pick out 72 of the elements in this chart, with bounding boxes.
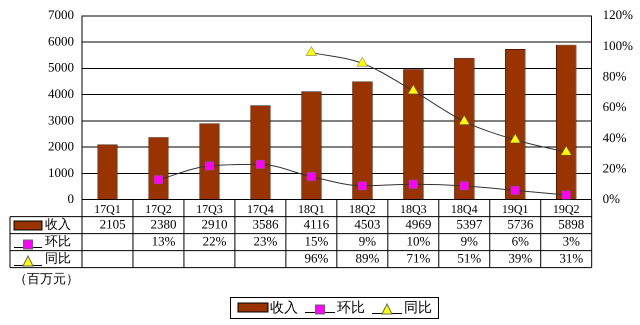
y-tick-label: 2000 bbox=[48, 138, 74, 154]
point bbox=[408, 84, 419, 94]
data-label: 39% bbox=[508, 250, 532, 266]
data-label: 5397 bbox=[456, 216, 483, 232]
text: 环比 bbox=[337, 301, 365, 316]
x-tick-label: 17Q2 bbox=[145, 202, 172, 216]
y-tick-label: 0 bbox=[68, 191, 74, 206]
data-label: 2910 bbox=[202, 216, 228, 232]
data-label: 96% bbox=[304, 250, 329, 266]
point bbox=[306, 46, 317, 56]
y2-tick-label: 0% bbox=[602, 191, 620, 206]
point bbox=[510, 134, 521, 144]
legend-label: 环比 bbox=[45, 234, 71, 249]
point bbox=[306, 172, 316, 182]
data-label: 4116 bbox=[304, 216, 330, 232]
legend-label: 收入 bbox=[45, 216, 71, 232]
data-label: 3% bbox=[562, 234, 580, 249]
data-label: 89% bbox=[355, 250, 380, 266]
y-tick-label: 6000 bbox=[48, 33, 74, 48]
data-label: 5736 bbox=[507, 216, 534, 232]
data-label: 6% bbox=[512, 234, 530, 249]
point bbox=[154, 175, 163, 184]
y2-tick-label: 60% bbox=[602, 99, 627, 114]
y2-tick-label: 120% bbox=[602, 7, 634, 22]
y-tick-label: 4000 bbox=[48, 86, 74, 101]
x-tick-label: 18Q2 bbox=[348, 202, 376, 216]
y2-tick-label: 40% bbox=[602, 130, 627, 145]
y-tick-label: 3000 bbox=[48, 112, 74, 128]
data-label: 71% bbox=[406, 250, 430, 266]
point bbox=[256, 160, 265, 169]
x-tick-label: 17Q4 bbox=[247, 202, 274, 216]
data-label: 9% bbox=[460, 234, 478, 249]
data-label: 5898 bbox=[558, 216, 584, 232]
point bbox=[458, 115, 470, 125]
x-tick-label: 19Q2 bbox=[552, 202, 580, 216]
point bbox=[510, 186, 520, 195]
y-tick-label: 5000 bbox=[48, 60, 74, 75]
data-label: 13% bbox=[152, 234, 176, 249]
x-tick-label: 18Q4 bbox=[450, 202, 478, 216]
y-tick-label: 7000 bbox=[48, 7, 74, 22]
point bbox=[204, 161, 214, 170]
data-label: 4969 bbox=[405, 216, 432, 232]
point bbox=[562, 190, 571, 200]
point bbox=[356, 57, 368, 67]
data-label: 9% bbox=[358, 234, 376, 249]
data-label: 51% bbox=[457, 250, 482, 266]
data-label: 2105 bbox=[100, 216, 126, 232]
data-label: 15% bbox=[304, 234, 329, 249]
y2-tick-label: 80% bbox=[602, 68, 627, 84]
data-label: 4503 bbox=[354, 216, 380, 232]
x-tick-label: 17Q1 bbox=[94, 202, 121, 216]
x-tick-label: 19Q1 bbox=[502, 202, 529, 216]
point bbox=[560, 146, 572, 156]
data-label: 31% bbox=[559, 250, 584, 266]
y-tick-label: 1000 bbox=[48, 164, 74, 180]
x-tick-label: 18Q1 bbox=[298, 202, 325, 216]
text: 收入 bbox=[270, 301, 298, 316]
text: （百万元） bbox=[14, 271, 79, 286]
point bbox=[408, 180, 418, 189]
point bbox=[358, 181, 367, 190]
x-tick-label: 17Q3 bbox=[196, 202, 223, 216]
legend-label: 同比 bbox=[404, 300, 432, 317]
x-tick-label: 18Q3 bbox=[400, 202, 427, 216]
data-label: 10% bbox=[406, 234, 430, 249]
data-label: 22% bbox=[202, 234, 227, 249]
data-label: 2380 bbox=[150, 216, 177, 232]
point bbox=[460, 181, 469, 190]
y2-tick-label: 20% bbox=[602, 160, 627, 176]
data-label: 23% bbox=[254, 234, 278, 249]
data-label: 3586 bbox=[252, 216, 279, 232]
y2-tick-label: 100% bbox=[602, 38, 634, 53]
text: 同比 bbox=[45, 250, 71, 266]
